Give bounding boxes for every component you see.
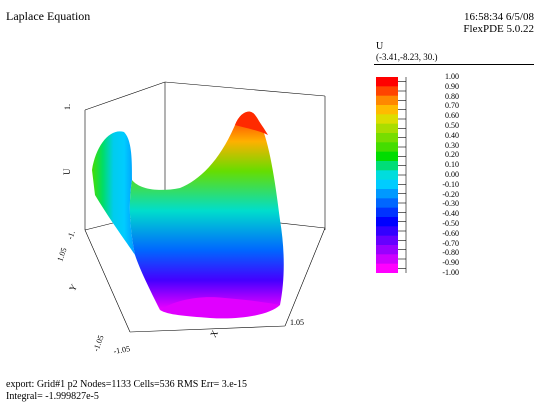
legend-swatch	[376, 161, 398, 171]
legend-value-label: 0.70	[445, 101, 459, 111]
legend-labels: 1.00 0.90 0.80 0.70 0.60 0.50 0.40 0.30 0.20 0.10…	[440, 72, 459, 278]
legend-swatch	[376, 170, 398, 181]
legend-swatch	[376, 123, 398, 134]
legend-swatch	[376, 254, 398, 265]
legend-swatch	[376, 95, 398, 106]
surface-trough	[160, 297, 280, 319]
legend-value-label: 0.60	[445, 111, 459, 121]
legend-value-label: -0.60	[442, 228, 459, 238]
legend-swatch	[376, 198, 398, 209]
legend-value-label: 0.20	[445, 150, 459, 160]
legend-swatch	[376, 86, 398, 97]
legend-value-label: 0.10	[445, 160, 459, 170]
legend-swatch	[376, 263, 398, 273]
legend-swatch	[376, 114, 398, 125]
legend-value-label: -0.50	[442, 218, 459, 228]
legend-swatch	[376, 77, 398, 87]
legend-swatch	[376, 105, 398, 115]
legend-swatch	[376, 226, 398, 237]
legend-swatch	[376, 151, 398, 162]
timestamp: 16:58:34 6/5/08	[464, 11, 534, 23]
x-axis-label: X	[208, 328, 220, 339]
legend-variable-name: U	[376, 41, 384, 52]
legend-swatch	[376, 133, 398, 143]
legend-value-label: 1.00	[445, 72, 459, 81]
axis-box	[84, 81, 326, 333]
export-info: export: Grid#1 p2 Nodes=1133 Cells=536 R…	[6, 379, 247, 390]
program-version: FlexPDE 5.0.22	[463, 23, 534, 35]
legend-value-label: -0.10	[442, 179, 459, 189]
legend-divider	[374, 64, 534, 65]
view-point: (-3.41,-8.23, 30.)	[376, 52, 438, 62]
legend-value-label: 0.30	[445, 140, 459, 150]
legend-swatch	[376, 217, 398, 227]
integral-value: Integral= -1.999827e-5	[6, 391, 99, 402]
legend-swatch	[376, 179, 398, 190]
z-tick-bottom: -1.	[65, 229, 76, 240]
surface-body	[129, 111, 284, 310]
legend-value-label: -0.80	[442, 248, 459, 258]
legend-value-label: -0.70	[442, 238, 459, 248]
legend-value-label: -0.90	[442, 258, 459, 268]
z-tick-top: 1.	[63, 104, 72, 110]
legend-swatch	[376, 142, 398, 153]
color-legend	[376, 77, 407, 273]
legend-swatch	[376, 207, 398, 218]
x-tick-left: -1.05	[113, 344, 131, 356]
legend-value-label: 0.90	[445, 81, 459, 91]
y-axis-label: Y	[67, 282, 79, 293]
legend-value-label: -1.00	[442, 267, 459, 277]
legend-value-label: 0.00	[445, 169, 459, 179]
legend-value-label: 0.50	[445, 120, 459, 130]
legend-value-label: -0.30	[442, 199, 459, 209]
y-tick-far: 1.05	[55, 246, 68, 262]
z-axis-label: U	[62, 168, 72, 175]
surface-plot: U 1. -1. 1.05 Y -1.05 -1.05 X 1.05	[55, 81, 326, 356]
legend-swatch	[376, 245, 398, 255]
y-tick-near: -1.05	[91, 334, 105, 353]
legend-swatch	[376, 235, 398, 246]
legend-swatch	[376, 189, 398, 199]
surface-left-ridge	[92, 131, 135, 255]
legend-value-label: 0.80	[445, 91, 459, 101]
legend-value-label: -0.20	[442, 189, 459, 199]
legend-value-label: 0.40	[445, 130, 459, 140]
x-tick-right: 1.05	[290, 318, 304, 327]
surface-right-peak	[235, 111, 268, 135]
legend-value-label: -0.40	[442, 209, 459, 219]
plot-title: Laplace Equation	[6, 9, 91, 23]
